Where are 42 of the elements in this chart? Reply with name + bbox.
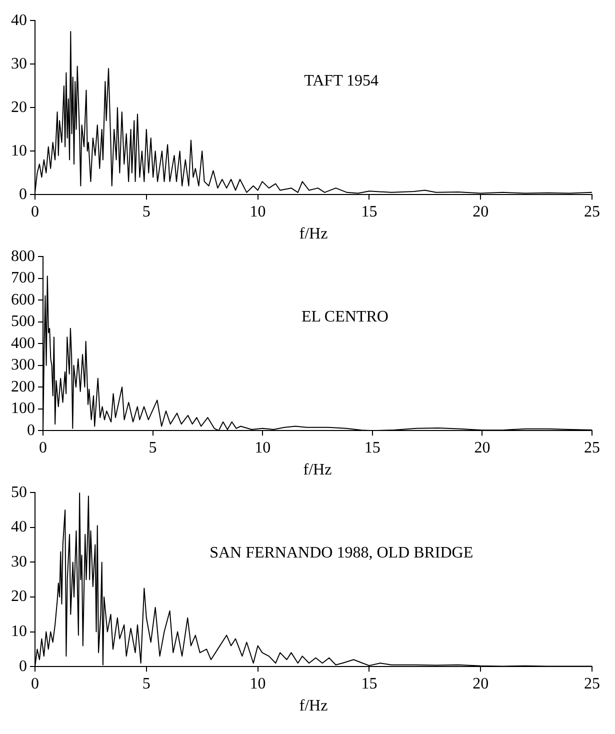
x-tick-label: 15 — [361, 203, 378, 220]
x-tick-label: 10 — [250, 675, 266, 692]
y-tick-label: 500 — [11, 313, 35, 330]
annotation: SAN FERNANDO 1988, OLD BRIDGE — [210, 544, 474, 562]
annotation: EL CENTRO — [301, 308, 388, 326]
x-tick-label: 20 — [472, 203, 489, 220]
x-tick-label: 15 — [361, 675, 378, 692]
y-tick-label: 800 — [11, 248, 35, 265]
y-tick-label: 40 — [11, 12, 27, 29]
y-tick-label: 30 — [11, 55, 27, 72]
y-tick-label: 400 — [11, 334, 35, 352]
y-tick-label: 300 — [11, 356, 35, 374]
y-tick-label: 0 — [19, 658, 27, 675]
y-tick-label: 50 — [11, 484, 27, 501]
y-tick-label: 0 — [27, 422, 35, 439]
x-tick-label: 0 — [39, 439, 47, 456]
x-tick-label: 5 — [142, 675, 150, 692]
y-tick-label: 30 — [11, 553, 27, 570]
x-tick-label: 25 — [584, 439, 600, 456]
y-tick-label: 100 — [11, 400, 35, 418]
x-tick-label: 25 — [584, 203, 600, 220]
y-tick-label: 40 — [11, 518, 27, 536]
y-tick-label: 20 — [11, 98, 27, 116]
x-axis-title: f/Hz — [299, 698, 328, 715]
y-tick-label: 10 — [11, 623, 27, 640]
y-tick-label: 0 — [19, 186, 27, 203]
x-tick-label: 5 — [148, 439, 157, 456]
annotation: TAFT 1954 — [304, 72, 379, 90]
y-tick-label: 200 — [11, 378, 35, 396]
x-tick-label: 20 — [472, 675, 489, 692]
x-tick-label: 10 — [250, 203, 266, 220]
y-tick-label: 10 — [11, 142, 27, 160]
x-tick-label: 20 — [474, 439, 490, 456]
x-tick-label: 5 — [142, 203, 150, 220]
x-tick-label: 25 — [584, 675, 600, 692]
x-axis-title: f/Hz — [303, 462, 332, 479]
y-tick-label: 600 — [11, 291, 35, 308]
y-tick-label: 20 — [11, 588, 27, 606]
x-axis-title: f/Hz — [299, 226, 328, 243]
x-tick-label: 10 — [254, 439, 271, 456]
x-tick-label: 15 — [364, 439, 380, 456]
y-tick-label: 700 — [11, 270, 35, 287]
